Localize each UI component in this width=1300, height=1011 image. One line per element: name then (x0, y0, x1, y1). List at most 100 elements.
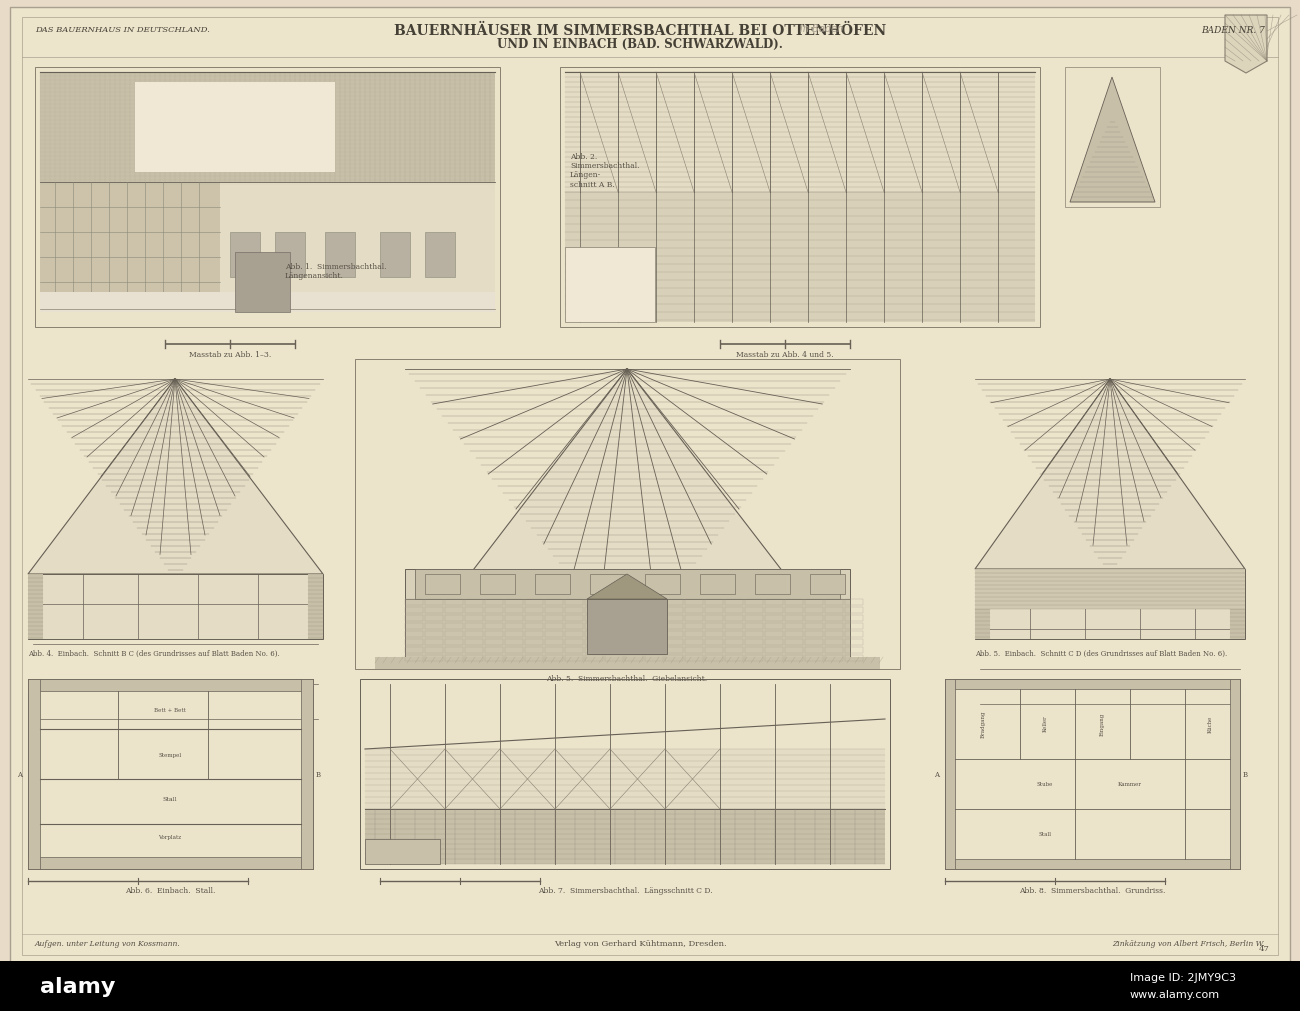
Bar (705, 608, 723, 614)
Text: DAS BAUERNHAUS IN DEUTSCHLAND.: DAS BAUERNHAUS IN DEUTSCHLAND. (35, 26, 209, 34)
Bar (745, 624, 763, 630)
Bar (525, 632, 543, 637)
Bar (764, 616, 783, 622)
Bar (406, 632, 423, 637)
Bar (445, 632, 463, 637)
Bar (235, 253, 290, 312)
Bar (666, 624, 682, 630)
Bar (764, 655, 783, 661)
Bar (566, 73, 1035, 193)
Bar (826, 632, 842, 637)
Text: Stall: Stall (162, 797, 177, 802)
Bar (504, 647, 523, 653)
Bar (585, 655, 603, 661)
Bar (445, 608, 463, 614)
Bar (425, 616, 443, 622)
Bar (425, 647, 443, 653)
Bar (764, 600, 783, 606)
Bar (545, 639, 563, 645)
Text: Vorplatz: Vorplatz (159, 835, 182, 840)
Text: A: A (17, 770, 22, 778)
Bar (585, 639, 603, 645)
Bar (625, 616, 644, 622)
Bar (810, 574, 845, 594)
Bar (425, 233, 455, 278)
Bar (785, 624, 803, 630)
Bar (29, 679, 313, 869)
Bar (485, 608, 503, 614)
Bar (585, 616, 603, 622)
Bar (566, 608, 582, 614)
Polygon shape (1225, 16, 1268, 74)
Bar (566, 616, 582, 622)
Bar (465, 639, 484, 645)
Bar (485, 616, 503, 622)
Bar (425, 655, 443, 661)
Bar (545, 624, 563, 630)
Bar (764, 608, 783, 614)
Bar (826, 624, 842, 630)
Bar (504, 600, 523, 606)
Bar (485, 639, 503, 645)
Bar (588, 600, 667, 654)
Text: www.alamy.com: www.alamy.com (1130, 989, 1221, 999)
Bar (536, 574, 569, 594)
Text: Stall: Stall (1039, 832, 1052, 837)
Bar (604, 639, 623, 645)
Text: 47: 47 (1260, 944, 1270, 952)
Text: B: B (1243, 770, 1248, 778)
Bar (826, 647, 842, 653)
Bar (415, 569, 840, 600)
Bar (585, 632, 603, 637)
Bar (685, 624, 703, 630)
Bar (485, 632, 503, 637)
Bar (725, 616, 744, 622)
Bar (365, 809, 885, 864)
Bar (445, 600, 463, 606)
Bar (355, 360, 900, 669)
Bar (845, 624, 863, 630)
Bar (525, 647, 543, 653)
Bar (504, 624, 523, 630)
Bar (485, 647, 503, 653)
Bar (705, 616, 723, 622)
Bar (845, 647, 863, 653)
Bar (406, 639, 423, 645)
Bar (425, 600, 443, 606)
Text: Verlag von Gerhard Kühtmann, Dresden.: Verlag von Gerhard Kühtmann, Dresden. (554, 939, 727, 947)
Bar (545, 655, 563, 661)
Text: Abb. 7.  Simmersbachthal.  Längsschnitt C D.: Abb. 7. Simmersbachthal. Längsschnitt C … (538, 886, 712, 894)
Bar (445, 616, 463, 622)
Bar (945, 679, 956, 869)
Bar (785, 600, 803, 606)
Bar (585, 608, 603, 614)
Bar (465, 608, 484, 614)
Bar (625, 608, 644, 614)
Bar (725, 600, 744, 606)
Bar (625, 632, 644, 637)
Bar (785, 655, 803, 661)
Bar (525, 608, 543, 614)
Bar (625, 655, 644, 661)
Bar (805, 655, 823, 661)
Bar (566, 624, 582, 630)
Bar (645, 616, 663, 622)
Bar (545, 632, 563, 637)
Bar (1065, 68, 1160, 208)
Bar (525, 616, 543, 622)
Bar (745, 608, 763, 614)
Bar (685, 600, 703, 606)
Bar (685, 647, 703, 653)
Bar (685, 639, 703, 645)
Bar (465, 616, 484, 622)
Bar (406, 616, 423, 622)
Text: Abb. 2.
Simmersbachthal.
Längen-
schnitt A B.: Abb. 2. Simmersbachthal. Längen- schnitt… (569, 153, 640, 188)
Bar (666, 647, 682, 653)
Bar (764, 639, 783, 645)
Bar (585, 647, 603, 653)
Bar (445, 647, 463, 653)
Text: In Baden: In Baden (800, 24, 844, 34)
Bar (705, 624, 723, 630)
Text: Küche: Küche (1208, 715, 1213, 732)
Text: Abb. 8.  Simmersbachthal.  Grundriss.: Abb. 8. Simmersbachthal. Grundriss. (1019, 886, 1165, 894)
